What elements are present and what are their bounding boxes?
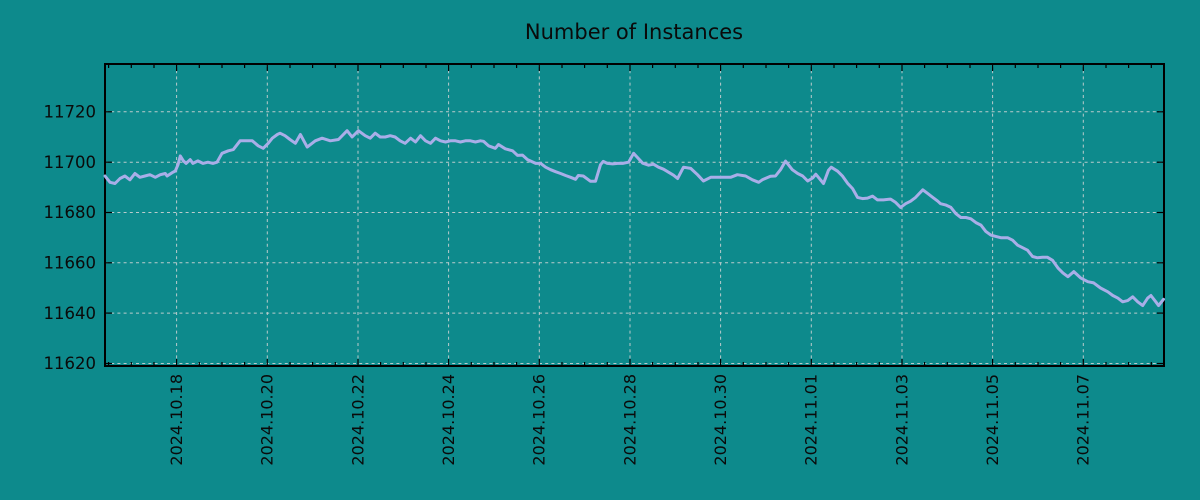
x-tick-label: 2024.11.07 [1074, 374, 1093, 466]
y-tick-label: 11640 [44, 304, 97, 323]
series-layer [103, 129, 1165, 308]
plot-border [104, 63, 1165, 367]
x-tick-label: 2024.11.05 [983, 374, 1002, 466]
y-tick-label: 11660 [44, 253, 97, 272]
x-tick-label: 2024.10.30 [711, 374, 730, 466]
y-tick-label: 11680 [44, 203, 97, 222]
y-tick-label: 11620 [44, 354, 97, 373]
axis-ticks [105, 64, 1164, 366]
x-tick-label: 2024.10.18 [167, 374, 186, 466]
x-tick-label: 2024.10.24 [439, 374, 458, 466]
y-axis-labels: 11620 11640 11660 11680 11700 11720 [44, 102, 97, 373]
x-tick-label: 2024.10.20 [258, 374, 277, 466]
gridlines [105, 64, 1164, 366]
y-tick-label: 11720 [44, 102, 97, 121]
x-tick-label: 2024.10.28 [620, 374, 639, 466]
y-tick-label: 11700 [44, 153, 97, 172]
chart-title: Number of Instances [525, 20, 743, 44]
x-tick-label: 2024.11.03 [892, 374, 911, 466]
x-tick-label: 2024.10.26 [530, 374, 549, 466]
x-tick-label: 2024.10.22 [348, 374, 367, 466]
x-axis-labels: 2024.10.18 2024.10.20 2024.10.22 2024.10.24… [167, 374, 1093, 466]
x-tick-label: 2024.11.01 [802, 374, 821, 466]
series-line-instances [103, 129, 1165, 308]
